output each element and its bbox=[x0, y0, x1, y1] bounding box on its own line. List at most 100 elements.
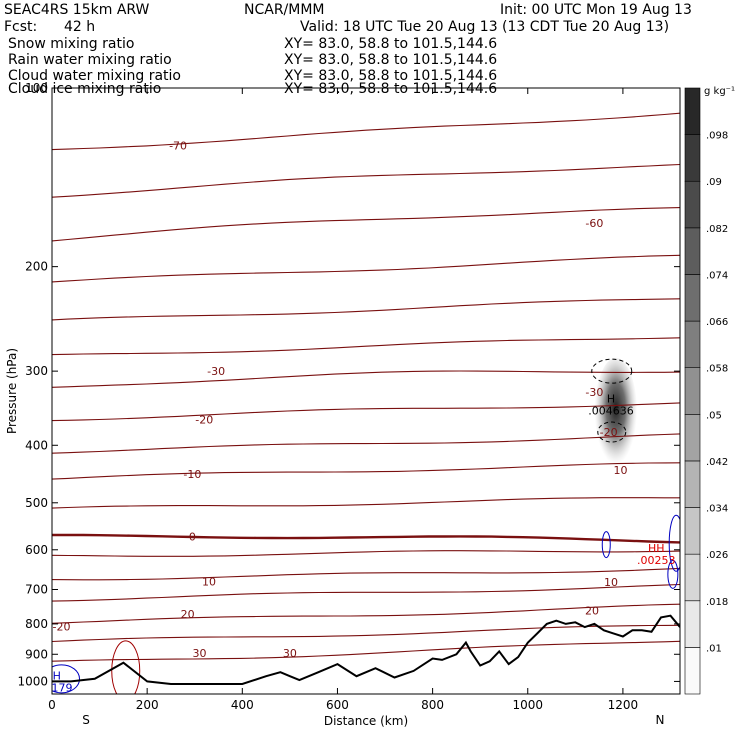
isotherm-label: -10 bbox=[183, 468, 201, 481]
colorbar-box bbox=[684, 320, 701, 368]
colorbar-box bbox=[684, 227, 701, 275]
cloud-water-contour bbox=[601, 531, 611, 559]
colorbar-label: .066 bbox=[706, 317, 728, 328]
colorbar-label: .018 bbox=[706, 597, 728, 608]
isotherm-line bbox=[52, 298, 680, 321]
x-tick-label: 1200 bbox=[608, 698, 639, 712]
isotherm-line bbox=[52, 462, 680, 480]
x-tick-label: 800 bbox=[421, 698, 444, 712]
colorbar-label: .082 bbox=[706, 224, 728, 235]
colorbar-label: .042 bbox=[706, 457, 728, 468]
colorbar-box bbox=[684, 414, 701, 462]
maximum-marker: HH bbox=[648, 542, 665, 555]
isotherm-line bbox=[52, 254, 680, 283]
maximum-value: .004636 bbox=[588, 405, 634, 418]
x-tick-label: 200 bbox=[136, 698, 159, 712]
colorbar-label: .026 bbox=[706, 550, 728, 561]
field-xy-rain: XY= 83.0, 58.8 to 101.5,144.6 bbox=[284, 52, 497, 68]
isotherm-line bbox=[52, 603, 680, 624]
cloud-water-contour bbox=[668, 514, 680, 572]
colorbar-box bbox=[684, 647, 701, 695]
x-tick-label: 1000 bbox=[512, 698, 543, 712]
colorbar-box bbox=[684, 180, 701, 229]
field-xy-cloud-water: XY= 83.0, 58.8 to 101.5,144.6 bbox=[284, 68, 497, 84]
isotherm-line bbox=[52, 567, 680, 581]
colorbar-box bbox=[684, 274, 701, 322]
colorbar-box bbox=[684, 367, 701, 415]
colorbar-label: .058 bbox=[706, 364, 728, 375]
x-end-label-north: N bbox=[656, 713, 665, 727]
plot-area: -70 -60 -30 -20 -10 0 10 20 30 -20 -30 -20 10 10 20 30 H… bbox=[41, 112, 680, 695]
isotherm-line bbox=[52, 497, 680, 509]
isotherm-line bbox=[52, 402, 680, 422]
isotherm-label: -60 bbox=[585, 217, 603, 230]
y-tick-label: 900 bbox=[25, 647, 48, 661]
maximum-value: .0179 bbox=[41, 682, 73, 695]
isotherm-label: 10 bbox=[604, 576, 618, 589]
isotherm-line bbox=[52, 550, 680, 557]
init-time: Init: 00 UTC Mon 19 Aug 13 bbox=[500, 2, 692, 18]
colorbar-box bbox=[684, 87, 701, 135]
field-xy-cloud-ice: XY= 83.0, 58.8 to 101.5,144.6 bbox=[284, 81, 497, 97]
colorbar: .01 .018 .026 .034 .042 .05 .058 .066 .074 .082 .0… bbox=[684, 86, 735, 695]
colorbar-box bbox=[684, 507, 701, 555]
maximum-marker: H bbox=[53, 670, 61, 683]
y-tick-label: 400 bbox=[25, 438, 48, 452]
x-end-label-south: S bbox=[82, 713, 90, 727]
isotherm-label: -20 bbox=[53, 620, 71, 633]
colorbar-box bbox=[684, 460, 701, 508]
cloud-water-contour bbox=[52, 664, 81, 694]
colorbar-label: .09 bbox=[706, 177, 722, 188]
isotherm-label: 30 bbox=[192, 647, 206, 660]
field-xy-snow: XY= 83.0, 58.8 to 101.5,144.6 bbox=[284, 36, 497, 52]
x-axis-title: Distance (km) bbox=[324, 714, 408, 728]
y-tick-label: 500 bbox=[25, 496, 48, 510]
isotherm-line bbox=[52, 624, 680, 643]
y-tick-label: 200 bbox=[25, 260, 48, 274]
isotherm-line bbox=[52, 433, 680, 454]
colorbar-box bbox=[684, 134, 701, 182]
x-tick-label: 0 bbox=[48, 698, 56, 712]
isotherm-label: 30 bbox=[283, 647, 297, 660]
colorbar-label: .01 bbox=[706, 643, 722, 654]
maximum-marker: H bbox=[607, 393, 615, 406]
colorbar-label: .074 bbox=[706, 270, 728, 281]
isotherm-line bbox=[52, 337, 680, 356]
valid-time: Valid: 18 UTC Tue 20 Aug 13 (13 CDT Tue … bbox=[300, 19, 669, 35]
plot-frame bbox=[51, 87, 681, 695]
plot-clip-group: -70 -60 -30 -20 -10 0 10 20 30 -20 -30 -20 10 10 20 30 H… bbox=[41, 112, 680, 695]
model-title: SEAC4RS 15km ARW bbox=[4, 2, 150, 18]
isotherm-label: -70 bbox=[169, 140, 187, 153]
isotherm-label: -20 bbox=[195, 414, 213, 427]
isotherm-line bbox=[52, 207, 680, 242]
colorbar-label: .034 bbox=[706, 504, 728, 515]
snow-contour-dashed bbox=[591, 358, 633, 384]
colorbar-box bbox=[684, 553, 701, 602]
x-tick-label: 600 bbox=[326, 698, 349, 712]
fcst-value: 42 h bbox=[64, 19, 95, 35]
terrain-line bbox=[52, 614, 680, 685]
cloud-water-contour bbox=[667, 559, 679, 589]
field-name-cloud-water: Cloud water mixing ratio bbox=[8, 68, 181, 84]
isotherm-label: -20 bbox=[600, 426, 618, 439]
y-tick-label: 700 bbox=[25, 583, 48, 597]
isotherm-line bbox=[52, 370, 680, 388]
colorbar-label: .098 bbox=[706, 131, 728, 142]
isotherm-label: -30 bbox=[207, 365, 225, 378]
snow-mixing-ratio-shading bbox=[594, 357, 638, 470]
isotherm-label: 20 bbox=[181, 608, 195, 621]
isotherm-label: 10 bbox=[614, 464, 628, 477]
rain-water-contour bbox=[111, 640, 141, 694]
isotherm-label: -30 bbox=[585, 386, 603, 399]
center-title: NCAR/MMM bbox=[244, 2, 325, 18]
field-name-snow: Snow mixing ratio bbox=[8, 36, 134, 52]
field-name-cloud-ice: Cloud ice mixing ratio bbox=[8, 81, 161, 97]
y-tick-label: 100 bbox=[25, 81, 48, 95]
x-tick-label: 400 bbox=[231, 698, 254, 712]
isotherm-label: 10 bbox=[202, 575, 216, 588]
y-axis-title: Pressure (hPa) bbox=[5, 348, 19, 434]
isotherm-line bbox=[52, 112, 680, 151]
isotherm-label: 20 bbox=[585, 605, 599, 618]
